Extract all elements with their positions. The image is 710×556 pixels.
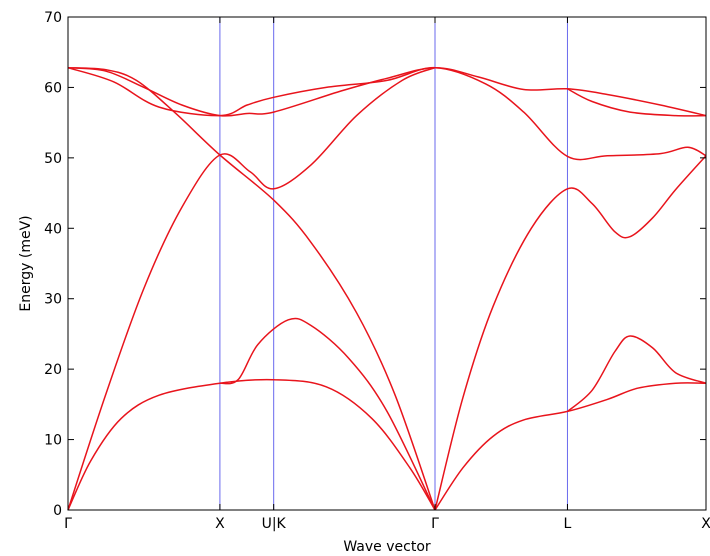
series-group [67, 66, 707, 511]
x-tick-label: X [701, 516, 710, 532]
series-line-5 [219, 317, 436, 511]
x-tick-label: X [215, 516, 225, 532]
y-tick-label: 40 [44, 221, 62, 237]
y-tick-label: 30 [44, 292, 62, 308]
x-tick-label: Γ [431, 516, 439, 532]
plot-frame [67, 16, 707, 511]
series-line-9 [567, 88, 707, 117]
x-tick-label: L [564, 516, 572, 532]
y-tick-label: 70 [44, 10, 62, 26]
x-axis: Γ X U|K Γ L X [64, 17, 710, 532]
y-tick-label: 60 [44, 80, 62, 96]
y-tick-label: 0 [53, 503, 62, 519]
series-line-8 [567, 335, 707, 412]
x-tick-label: Γ [64, 516, 72, 532]
y-axis-label: Energy (meV) [18, 215, 34, 311]
series-line-4 [67, 66, 436, 511]
high-symmetry-lines [219, 17, 568, 510]
y-tick-label: 20 [44, 362, 62, 378]
y-axis: 0 10 20 30 40 50 60 70 [44, 10, 706, 519]
series-line-7 [434, 155, 707, 511]
series-line-0 [67, 66, 707, 117]
series-line-3 [67, 378, 436, 511]
x-tick-label: U|K [262, 516, 287, 532]
x-axis-label: Wave vector [343, 539, 431, 555]
y-tick-label: 10 [44, 433, 62, 449]
series-line-1 [67, 66, 707, 161]
series-line-2 [67, 66, 436, 511]
y-tick-label: 50 [44, 151, 62, 167]
